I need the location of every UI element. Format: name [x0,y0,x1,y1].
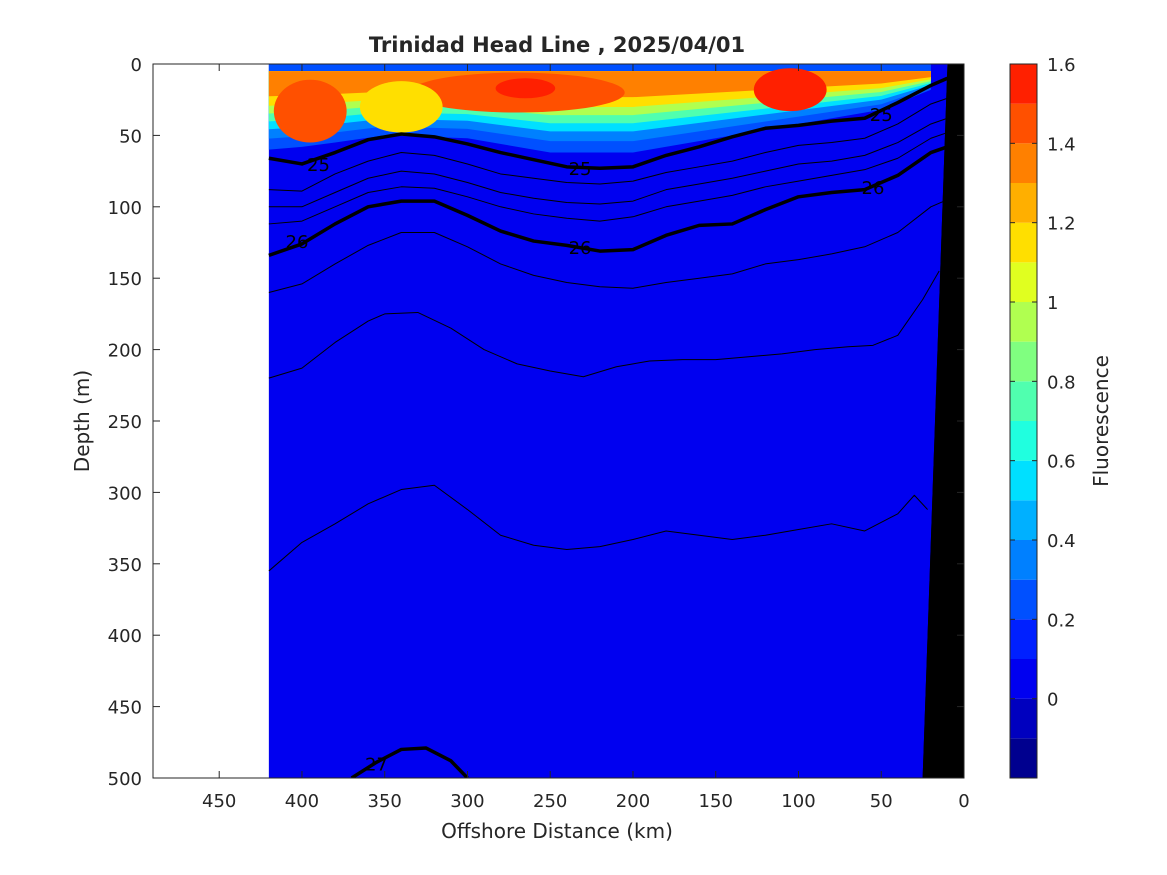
x-tick-label: 150 [699,791,733,812]
colorbar-swatch [1010,341,1037,382]
colorbar-swatch [1010,222,1037,263]
colorbar-tick-label: 1.2 [1047,214,1076,235]
bathymetry-layer [922,64,964,778]
x-tick-label: 400 [285,791,319,812]
colorbar-tick-label: 1 [1047,293,1058,314]
contour-label-26: 26 [286,232,309,253]
colorbar-tick-label: 1.6 [1047,55,1076,76]
y-tick-label: 100 [108,198,142,219]
colorbar-tick-label: 0.8 [1047,372,1076,393]
density-contour-thin [268,117,948,208]
contour-label-26: 26 [862,178,885,199]
colorbar-tick-label: 0.2 [1047,610,1076,631]
contour-label-26: 26 [569,238,592,259]
y-tick-label: 450 [108,698,142,719]
y-tick-label: 400 [108,626,142,647]
density-contour-thin [268,270,940,379]
fluorescence-patch [753,68,827,112]
y-tick-label: 250 [108,412,142,433]
colorbar-swatch [1010,302,1037,342]
fluorescence-patch [495,78,556,99]
density-contour-26 [268,145,949,258]
contour-label-27: 27 [365,755,388,776]
contour-labels: 25 25 25 26 26 26 27 [286,105,893,776]
y-axis-label: Depth (m) [70,370,94,472]
colorbar-label: Fluorescence [1089,355,1113,487]
colorbar-swatch [1010,421,1037,461]
fluorescence-fill [268,64,948,778]
colorbar-swatch [1010,460,1037,501]
density-contour-thin [268,199,948,293]
x-tick-label: 350 [368,791,402,812]
fluorescence-patch [359,81,443,133]
y-axis: 0 50 100 150 200 250 300 350 400 450 500 [108,55,964,790]
chart-title: Trinidad Head Line , 2025/04/01 [369,33,745,57]
colorbar-swatch [1010,540,1037,580]
colorbar-swatch [1010,262,1037,302]
x-axis-label: Offshore Distance (km) [441,819,673,843]
bathymetry-shelf [922,64,964,778]
colorbar-tick-label: 0.6 [1047,452,1076,473]
colorbar-swatch [1010,579,1037,620]
colorbar-swatch [1010,659,1037,699]
colorbar-frame [1009,63,1038,779]
colorbar-swatch [1010,698,1037,739]
colorbar-swatch [1010,183,1037,223]
colorbar-swatch [1010,738,1037,778]
contour-label-25: 25 [569,159,592,180]
x-tick-label: 0 [958,791,969,812]
contour-label-25: 25 [307,155,330,176]
y-tick-label: 50 [119,126,142,147]
y-tick-label: 300 [108,483,142,504]
y-tick-label: 200 [108,341,142,362]
x-tick-label: 200 [616,791,650,812]
plot-area [268,64,964,778]
y-tick-label: 500 [108,769,142,790]
x-tick-label: 250 [533,791,567,812]
colorbar-tick-label: 0.4 [1047,531,1076,552]
x-tick-label: 50 [870,791,893,812]
density-contour-25 [268,76,949,170]
density-contour-thin [268,132,948,225]
x-axis: 450 400 350 300 250 200 150 100 50 0 [202,64,970,812]
contour-label-25: 25 [870,105,893,126]
x-tick-label: 100 [781,791,815,812]
x-tick-label: 450 [202,791,236,812]
colorbar-tick-label: 0 [1047,690,1058,711]
density-contours [268,76,949,778]
density-contour-thin [268,484,928,572]
x-tick-label: 300 [450,791,484,812]
colorbar-tick-label: 1.4 [1047,134,1076,155]
y-tick-label: 150 [108,269,142,290]
colorbar-swatch [1010,500,1037,540]
colorbar-swatch [1010,64,1037,104]
colorbar-swatch [1010,381,1037,421]
y-tick-label: 350 [108,555,142,576]
y-tick-label: 0 [131,55,142,76]
fluorescence-patch [273,79,347,143]
colorbar: 1.6 1.4 1.2 1 0.8 0.6 0.4 0.2 0 [1010,55,1076,778]
colorbar-swatch [1010,619,1037,659]
fluorescence-deep-field [268,64,948,778]
colorbar-swatch [1010,103,1037,144]
density-contour-thin [268,97,948,192]
colorbar-swatch [1010,143,1037,183]
density-contour-27 [350,746,469,778]
